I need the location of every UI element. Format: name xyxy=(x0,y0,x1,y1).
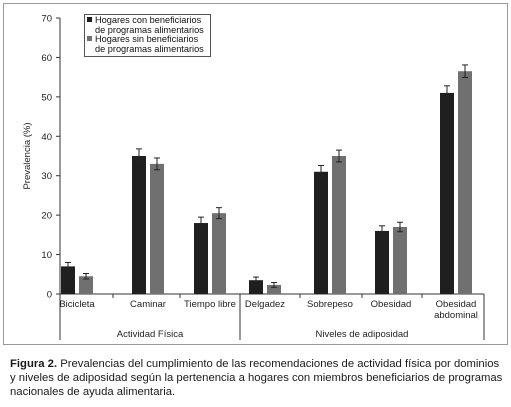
x-category-label: Bicicleta xyxy=(59,299,95,310)
chart-labels: 0 10 20 30 40 50 60 70 Prevalencia (%) Bicicleta C… xyxy=(22,14,478,341)
y-axis-label: Prevalencia (%) xyxy=(22,122,33,189)
legend-swatch-series-1 xyxy=(87,17,92,22)
x-category-label: Delgadez xyxy=(245,299,285,310)
legend-label-series-1: Hogares con beneficiarios de programas a… xyxy=(95,15,204,35)
figure-caption: Figura 2. Prevalencias del cumplimiento … xyxy=(10,357,505,399)
bar-series-2-4 xyxy=(332,156,346,294)
x-category-label: Obesidad abdominal xyxy=(434,299,478,321)
legend-label-series-2: Hogares sin beneficiarios de programas a… xyxy=(95,34,204,54)
bar-chart: 0 10 20 30 40 50 60 70 Prevalencia (%) Bicicleta C… xyxy=(22,14,485,341)
y-tick-label: 40 xyxy=(41,132,52,143)
x-category-label: Tiempo libre xyxy=(184,299,236,310)
group-label-adiposidad: Niveles de adiposidad xyxy=(316,329,409,340)
y-tick-label: 30 xyxy=(41,171,52,182)
y-tick-label: 50 xyxy=(41,92,52,103)
legend-item-series-2: Hogares sin beneficiarios de programas a… xyxy=(87,34,208,54)
y-tick-label: 70 xyxy=(41,14,52,25)
bar-series-2-2 xyxy=(212,213,226,294)
y-tick-label: 60 xyxy=(41,53,52,64)
y-tick-label: 10 xyxy=(41,250,52,261)
bar-series-2-3 xyxy=(267,284,281,294)
x-category-label: Sobrepeso xyxy=(307,299,353,310)
caption-label: Figura 2. xyxy=(10,358,58,370)
bar-series-1-2 xyxy=(194,223,208,294)
legend-item-series-1: Hogares con beneficiarios de programas a… xyxy=(87,15,208,35)
legend-swatch-series-2 xyxy=(87,36,92,42)
chart-bars xyxy=(61,64,472,295)
chart-legend: Hogares con beneficiarios de programas a… xyxy=(84,14,211,58)
bar-series-1-3 xyxy=(249,280,263,294)
x-category-label: Caminar xyxy=(130,299,166,310)
bar-series-1-4 xyxy=(314,171,328,294)
x-category-label: Obesidad xyxy=(371,299,412,310)
group-label-actividad-fisica: Actividad Física xyxy=(117,329,184,340)
bar-series-1-6 xyxy=(440,92,454,295)
bar-series-1-0 xyxy=(61,266,75,294)
bar-series-1-1 xyxy=(132,156,146,294)
caption-text: Prevalencias del cumplimiento de las rec… xyxy=(10,358,503,398)
bar-series-2-5 xyxy=(393,226,407,294)
bar-series-2-0 xyxy=(79,276,93,294)
bar-series-2-6 xyxy=(458,71,472,294)
y-tick-label: 0 xyxy=(47,290,52,301)
bar-series-2-1 xyxy=(150,163,164,294)
bar-series-1-5 xyxy=(375,230,389,294)
y-tick-label: 20 xyxy=(41,211,52,222)
